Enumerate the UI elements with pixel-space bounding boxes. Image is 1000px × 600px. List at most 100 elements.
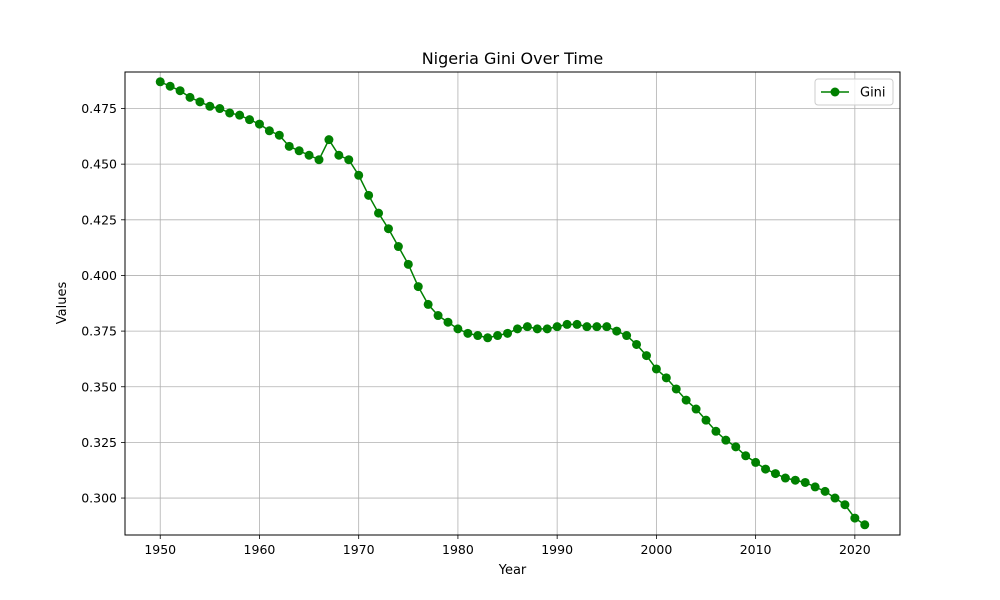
data-point	[512, 324, 522, 334]
data-point	[433, 311, 443, 321]
data-point	[383, 224, 393, 234]
x-tick-label: 1950	[144, 542, 176, 557]
plot-frame	[124, 71, 901, 536]
legend: Gini	[814, 78, 894, 106]
data-point	[701, 415, 711, 425]
data-point	[770, 469, 780, 479]
x-tick-label: 2010	[740, 542, 772, 557]
data-point	[215, 104, 225, 114]
data-point	[185, 92, 195, 102]
data-point	[622, 331, 632, 341]
x-tick-label: 2000	[640, 542, 672, 557]
data-point	[453, 324, 463, 334]
y-tick-label: 0.400	[81, 268, 117, 283]
data-point	[264, 126, 274, 136]
x-tick-label: 1960	[244, 542, 276, 557]
data-point	[780, 473, 790, 483]
x-axis-title: Year	[498, 563, 527, 578]
y-axis: 0.300 0.325 0.350 0.375 0.400 0.425 0.450 0.475	[81, 101, 125, 506]
data-point	[304, 150, 314, 160]
data-point	[364, 190, 374, 200]
data-point	[503, 328, 513, 338]
y-tick-label: 0.475	[81, 101, 117, 116]
data-point	[612, 326, 622, 336]
x-tick-label: 1980	[442, 542, 474, 557]
data-point	[334, 150, 344, 160]
data-point	[254, 119, 264, 129]
data-point	[522, 322, 532, 332]
x-tick-label: 1970	[343, 542, 375, 557]
data-point	[800, 477, 810, 487]
data-point	[850, 513, 860, 523]
data-point	[473, 331, 483, 341]
series-layer	[155, 77, 870, 530]
y-tick-label: 0.325	[81, 435, 117, 450]
data-point	[245, 115, 255, 125]
data-point	[751, 457, 761, 467]
data-point	[741, 451, 751, 461]
data-point	[641, 351, 651, 361]
data-point	[691, 404, 701, 414]
data-point	[820, 486, 830, 496]
data-point	[731, 442, 741, 452]
data-point	[284, 141, 294, 151]
data-point	[761, 464, 771, 474]
data-point	[582, 322, 592, 332]
data-point	[423, 299, 433, 309]
data-point	[443, 317, 453, 327]
y-tick-label: 0.375	[81, 324, 117, 339]
data-point	[671, 384, 681, 394]
data-point	[810, 482, 820, 492]
data-point	[661, 373, 671, 383]
data-point	[572, 319, 582, 329]
data-point	[324, 135, 334, 145]
data-point	[602, 322, 612, 332]
y-axis-title: Values	[55, 282, 70, 325]
data-point	[175, 86, 185, 96]
data-point	[681, 395, 691, 405]
data-point	[314, 155, 324, 165]
data-point	[483, 333, 493, 343]
data-point	[721, 435, 731, 445]
data-point	[235, 110, 245, 120]
y-tick-label: 0.300	[81, 491, 117, 506]
data-point	[840, 500, 850, 510]
data-point	[711, 426, 721, 436]
x-tick-label: 1990	[541, 542, 573, 557]
data-point	[393, 242, 403, 252]
data-point	[463, 328, 473, 338]
data-point	[274, 130, 284, 140]
data-point	[374, 208, 384, 218]
data-point	[632, 339, 642, 349]
grid	[125, 72, 900, 535]
data-point	[830, 493, 840, 503]
data-point	[790, 475, 800, 485]
chart-title: Nigeria Gini Over Time	[422, 49, 604, 68]
data-point	[860, 520, 870, 530]
x-tick-label: 2020	[839, 542, 871, 557]
y-tick-label: 0.350	[81, 379, 117, 394]
legend-label-gini: Gini	[860, 86, 886, 101]
data-point	[403, 259, 413, 269]
legend-marker-swatch	[830, 87, 840, 97]
data-point	[225, 108, 235, 118]
data-point	[592, 322, 602, 332]
data-point	[542, 324, 552, 334]
data-point	[354, 170, 364, 180]
data-point	[294, 146, 304, 156]
y-tick-label: 0.450	[81, 157, 117, 172]
data-point	[195, 97, 205, 107]
data-point	[205, 101, 215, 111]
data-point	[651, 364, 661, 374]
data-point	[344, 155, 354, 165]
data-point	[155, 77, 165, 87]
y-tick-label: 0.425	[81, 212, 117, 227]
data-point	[532, 324, 542, 334]
data-point	[413, 282, 423, 292]
data-point	[552, 322, 562, 332]
legend-box	[814, 78, 894, 106]
data-point	[562, 319, 572, 329]
data-point	[493, 331, 503, 341]
data-point	[165, 81, 175, 91]
